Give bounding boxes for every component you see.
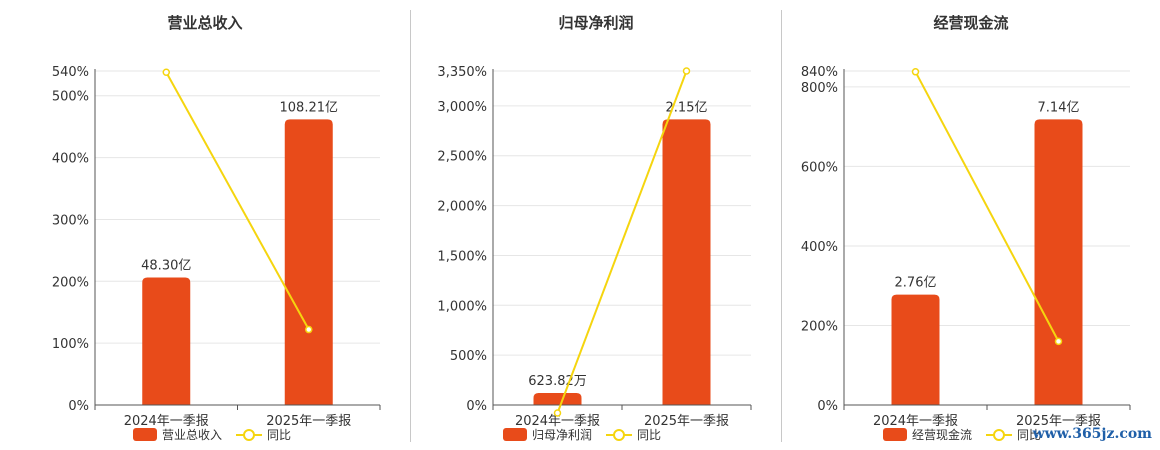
chart-legend: 归母净利润 同比 [503,426,661,443]
bar-value-label: 2.15亿 [666,100,708,115]
y-tick-label: 800% [801,81,838,96]
y-tick-label: 500% [450,349,487,364]
bar-value-label: 2.76亿 [895,276,937,291]
y-tick-label: 500% [52,90,89,105]
line-legend-label: 同比 [267,428,292,442]
bar [891,294,940,405]
revenue-chart-panel: 营业总收入 0% 100% 200% 300% 400% 500% 540% 48.30亿 10… [0,0,410,450]
cash-flow-chart: 0% 200% 400% 600% 800%840% 2.76亿 7.14亿 2024年一季报… [801,65,1131,429]
site-watermark: www.365jz.com [1032,426,1152,442]
panel-divider [781,10,782,442]
net-profit-chart: 0% 500% 1,000% 1,500% 2,000% 2,500% 3,000% 3,35… [437,65,752,429]
y-tick-label: 400% [52,152,89,167]
y-tick-label: 1,500% [437,249,487,264]
yoy-point [911,68,920,76]
bar [1034,119,1083,406]
y-tick-label: 600% [801,160,838,175]
chart-title: 归母净利润 [558,14,634,32]
bar [533,393,582,405]
yoy-point [682,67,691,75]
bar-legend-swatch [503,428,527,441]
yoy-point [305,325,313,334]
y-tick-label: 100% [52,337,89,352]
line-legend-swatch [236,428,263,441]
bar [662,119,711,406]
bar [142,277,191,405]
y-tick-label: 3,000% [437,100,487,115]
bar-legend-label: 归母净利润 [532,428,593,442]
bar-value-label: 108.21亿 [280,100,339,115]
bar-value-label: 623.82万 [528,374,587,389]
y-tick-label: 200% [801,319,838,334]
chart-title: 营业总收入 [167,14,243,32]
cash-flow-chart-panel: 经营现金流 0% 200% 400% 600% 800% 840% 2.76亿 7.14亿 20… [782,0,1160,450]
y-tick-label: 0% [68,399,89,414]
bar-value-label: 7.14亿 [1038,100,1080,115]
y-tick-label: 840% [801,65,838,80]
bar-legend-swatch [133,428,157,441]
chart-title: 经营现金流 [933,14,1009,32]
net-profit-chart-panel: 归母净利润 0% 500% 1,000% 1,500% 2,000% 2,500% 3,00… [411,0,781,450]
yoy-point [162,68,170,76]
yoy-point [1054,337,1063,346]
line-legend-swatch [986,428,1013,441]
yoy-line [914,71,1060,342]
bar-value-label: 48.30亿 [141,259,191,274]
chart-legend: 经营现金流 同比 [883,426,1041,443]
panel-divider [410,10,411,442]
y-tick-label: 300% [52,213,89,228]
x-tick-label: 2024年一季报 [873,414,958,429]
chart-legend: 营业总收入 同比 [133,426,291,443]
x-tick-label: 2025年一季报 [1016,414,1101,429]
yoy-line [165,71,310,331]
y-tick-label: 3,350% [437,65,487,80]
x-tick-label: 2024年一季报 [124,414,209,429]
bar [284,119,333,406]
bar-legend-swatch [883,428,907,441]
y-tick-label: 400% [801,240,838,255]
line-legend-label: 同比 [1017,428,1042,442]
y-tick-label: 0% [817,399,838,414]
line-legend-swatch [606,428,633,441]
y-tick-label: 2,500% [437,150,487,165]
y-tick-label: 0% [466,399,487,414]
yoy-point [553,409,562,417]
yoy-line [556,70,688,414]
bar-legend-label: 营业总收入 [162,428,223,442]
y-tick-label: 1,000% [437,299,487,314]
line-legend-label: 同比 [637,428,662,442]
y-tick-label: 2,000% [437,200,487,215]
x-tick-label: 2025年一季报 [644,414,729,429]
bar-legend-label: 经营现金流 [912,428,973,442]
x-tick-label: 2025年一季报 [266,414,351,429]
y-tick-label: 540% [52,65,89,80]
revenue-chart: 0% 100% 200% 300% 400% 500% 540% 48.30亿 108.21亿 2… [52,65,381,429]
x-tick-label: 2024年一季报 [515,414,600,429]
y-tick-label: 200% [52,275,89,290]
